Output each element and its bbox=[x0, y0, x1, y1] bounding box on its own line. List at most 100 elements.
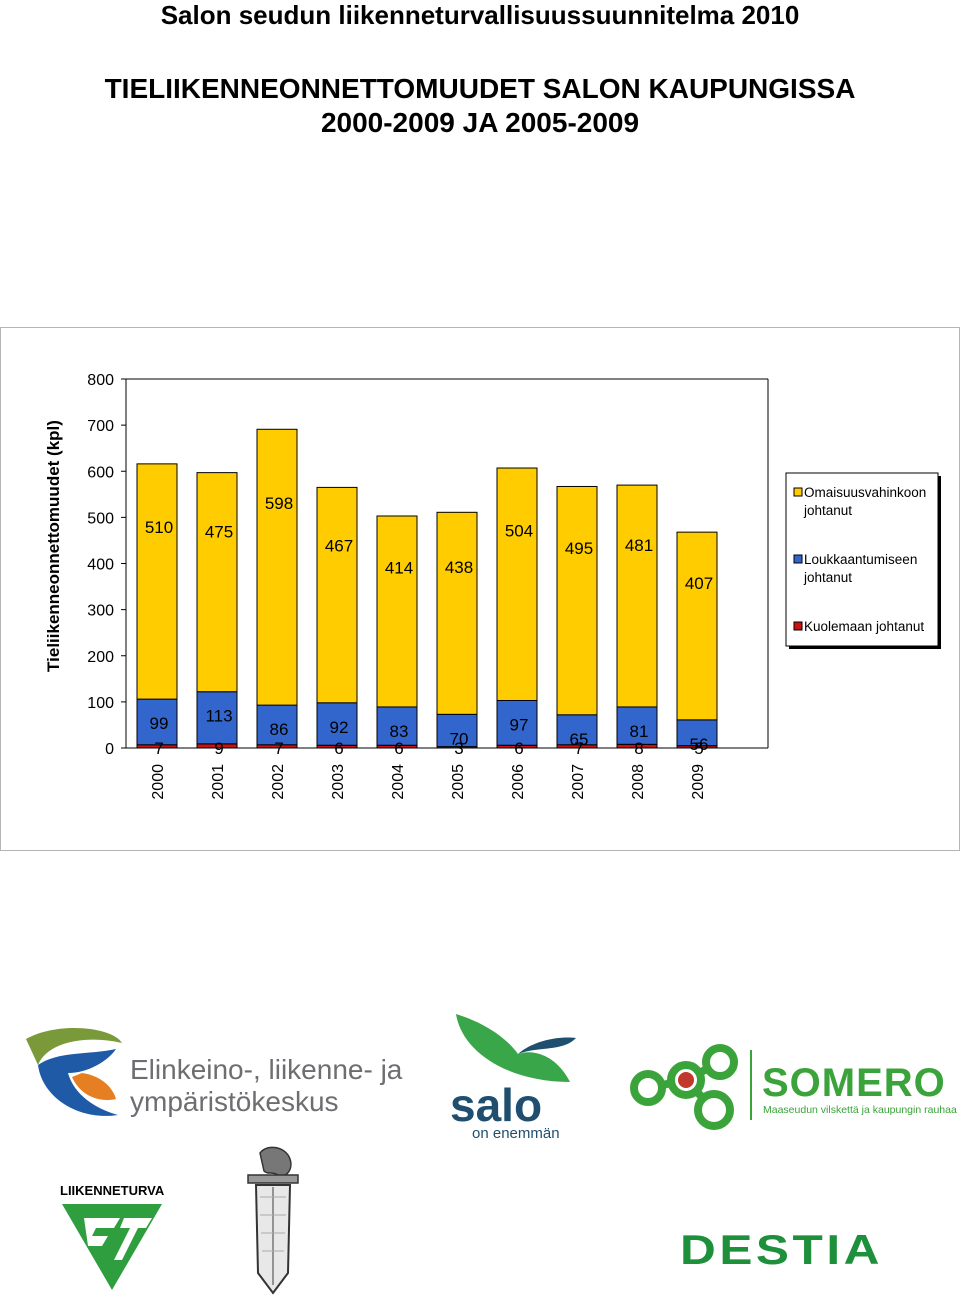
ely-emblem-icon bbox=[26, 1027, 122, 1116]
y-tick-label: 100 bbox=[87, 695, 114, 712]
ely-name-line1: Elinkeino-, liikenne- ja bbox=[130, 1054, 403, 1085]
data-label: 598 bbox=[265, 494, 293, 513]
data-label: 7 bbox=[154, 739, 163, 758]
data-label: 70 bbox=[450, 729, 469, 748]
y-tick-label: 500 bbox=[87, 510, 114, 527]
data-label: 83 bbox=[390, 722, 409, 741]
somero-logo: SOMERO Maaseudun vilskettä ja kaupungin … bbox=[628, 1040, 957, 1135]
bar-segment bbox=[256, 428, 298, 706]
x-tick-label: 2009 bbox=[690, 764, 707, 800]
data-label: 7 bbox=[274, 739, 283, 758]
y-axis-title: Tieliikenneonnettomuudet (kpl) bbox=[44, 420, 63, 672]
y-tick-label: 800 bbox=[87, 372, 114, 389]
stacked-bar-chart: Tieliikenneonnettomuudet (kpl) 010020030… bbox=[44, 372, 941, 800]
legend-label: Omaisuusvahinkoon bbox=[804, 485, 926, 500]
x-tick-label: 2006 bbox=[510, 764, 527, 800]
y-tick-label: 600 bbox=[87, 464, 114, 481]
chart-heading-line2: 2000-2009 JA 2005-2009 bbox=[320, 107, 640, 138]
bar-segment bbox=[616, 484, 658, 708]
data-label: 475 bbox=[205, 523, 233, 542]
data-label: 113 bbox=[205, 707, 232, 726]
data-label: 407 bbox=[685, 574, 713, 593]
bar-segment bbox=[556, 485, 598, 716]
data-label: 7 bbox=[574, 739, 583, 758]
destia-logo: DESTIA bbox=[680, 1228, 960, 1272]
data-label: 5 bbox=[694, 739, 703, 758]
bar-segment bbox=[616, 706, 658, 745]
somero-tagline: Maaseudun vilskettä ja kaupungin rauhaa bbox=[763, 1104, 957, 1116]
legend-label: johtanut bbox=[803, 570, 852, 585]
x-tick-label: 2000 bbox=[150, 764, 167, 800]
somero-molecule-icon bbox=[630, 1044, 738, 1130]
somero-name: SOMERO bbox=[762, 1061, 946, 1105]
data-label: 510 bbox=[145, 518, 173, 537]
y-tick-label: 0 bbox=[105, 741, 114, 758]
liikenneturva-triangle-icon bbox=[62, 1204, 162, 1290]
document-title: Salon seudun liikenneturvallisuussuunnit… bbox=[160, 0, 800, 30]
x-tick-label: 2001 bbox=[210, 764, 227, 800]
data-label: 99 bbox=[150, 714, 169, 733]
data-label: 86 bbox=[270, 720, 289, 739]
destia-name: DESTIA bbox=[680, 1226, 883, 1273]
data-label: 6 bbox=[334, 739, 343, 758]
data-label: 92 bbox=[330, 718, 349, 737]
bar-segment bbox=[556, 714, 598, 746]
data-label: 6 bbox=[514, 739, 523, 758]
data-label: 438 bbox=[445, 558, 473, 577]
salo-name: salo bbox=[450, 1079, 543, 1131]
bar-segment bbox=[496, 467, 538, 701]
y-tick-label: 400 bbox=[87, 557, 114, 574]
data-label: 9 bbox=[214, 739, 223, 758]
bar-segment bbox=[436, 713, 478, 748]
x-tick-label: 2008 bbox=[630, 764, 647, 800]
legend-label: johtanut bbox=[803, 503, 852, 518]
salo-leaf-icon bbox=[456, 1014, 576, 1082]
data-label: 56 bbox=[690, 735, 709, 754]
legend-box bbox=[785, 472, 939, 647]
y-tick-label: 300 bbox=[87, 603, 114, 620]
data-label: 8 bbox=[634, 739, 643, 758]
data-label: 97 bbox=[510, 715, 529, 734]
police-sword-lion-icon bbox=[247, 1146, 299, 1295]
liikenneturva-logo: LIIKENNETURVA bbox=[58, 1180, 168, 1290]
ely-name-line2: ympäristökeskus bbox=[130, 1086, 339, 1117]
bar-segment bbox=[196, 472, 238, 693]
bar-segment bbox=[676, 531, 718, 721]
data-label: 481 bbox=[625, 536, 653, 555]
data-label: 504 bbox=[505, 521, 533, 540]
bar-segment bbox=[436, 511, 478, 715]
legend-swatch bbox=[793, 621, 803, 631]
plot-area: 0 100 200 300 400 500 600 700 800 7 99 510 2000 9 113 4… bbox=[87, 372, 769, 800]
liikenneturva-name: LIIKENNETURVA bbox=[60, 1183, 165, 1198]
bar-segment bbox=[496, 699, 538, 746]
bar-segment bbox=[136, 698, 178, 746]
legend: Omaisuusvahinkoon johtanut Loukkaantumisee… bbox=[785, 472, 941, 649]
chart-frame: Tieliikenneonnettomuudet (kpl) 0 100 200 30… bbox=[0, 327, 960, 851]
y-tick-label: 700 bbox=[87, 418, 114, 435]
legend-swatch bbox=[793, 487, 803, 497]
x-tick-label: 2003 bbox=[330, 764, 347, 800]
x-tick-label: 2007 bbox=[570, 764, 587, 800]
salo-tagline: on enemmän bbox=[472, 1125, 560, 1142]
x-tick-label: 2002 bbox=[270, 764, 287, 800]
bar-segment bbox=[316, 486, 358, 704]
data-label: 414 bbox=[385, 559, 413, 578]
y-tick-label: 200 bbox=[87, 649, 114, 666]
salo-logo: salo on enemmän bbox=[448, 1012, 588, 1142]
bar-segment bbox=[376, 515, 418, 708]
data-label: 81 bbox=[630, 722, 649, 741]
legend-label: Kuolemaan johtanut bbox=[804, 619, 924, 634]
data-label: 467 bbox=[325, 536, 353, 555]
x-tick-label: 2004 bbox=[390, 764, 407, 800]
police-emblem-logo bbox=[238, 1145, 308, 1295]
chart-heading-line1: TIELIIKENNEONNETTOMUUDET SALON KAUPUNGIS… bbox=[104, 73, 856, 104]
bar-segment bbox=[376, 706, 418, 746]
data-label: 6 bbox=[394, 739, 403, 758]
data-label: 65 bbox=[570, 730, 589, 749]
legend-swatch bbox=[793, 554, 803, 564]
data-label: 495 bbox=[565, 539, 593, 558]
bar-segment bbox=[136, 463, 178, 700]
ely-keskus-logo: Elinkeino-, liikenne- ja ympäristökeskus bbox=[18, 1025, 418, 1125]
bar-segment bbox=[676, 719, 718, 747]
data-label: 3 bbox=[454, 739, 463, 758]
